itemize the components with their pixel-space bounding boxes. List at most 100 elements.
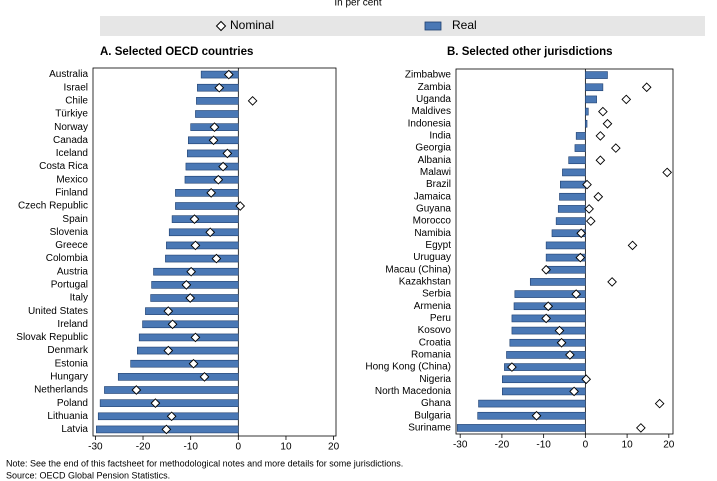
panel-title: A. Selected OECD countries [100, 46, 253, 58]
bar [145, 307, 239, 315]
bar [562, 168, 586, 177]
nominal-marker [543, 301, 554, 312]
nominal-marker [181, 280, 192, 290]
y-tick-label: Jamaica [414, 191, 452, 202]
nominal-marker [602, 118, 613, 129]
nominal-marker [621, 94, 632, 105]
y-tick-label: Latvia [61, 424, 88, 435]
nominal-marker [627, 240, 638, 251]
nominal-marker [585, 216, 596, 226]
nominal-marker [571, 289, 582, 299]
nominal-marker [662, 167, 672, 178]
y-tick-label: Bulgaria [414, 410, 451, 421]
legend-marker [215, 20, 227, 32]
bar [130, 359, 239, 368]
nominal-marker [150, 398, 161, 408]
nominal-marker [641, 82, 652, 93]
nominal-marker [576, 228, 587, 239]
nominal-marker [610, 143, 621, 153]
nominal-marker [556, 337, 567, 348]
x-tick-label: -10 [536, 440, 551, 451]
y-tick-label: Australia [49, 69, 88, 80]
nominal-marker [584, 204, 594, 214]
y-tick-label: Iceland [56, 148, 88, 159]
nominal-marker [582, 179, 592, 190]
y-tick-label: Norway [54, 122, 88, 133]
bar [502, 375, 586, 384]
y-tick-label: Peru [430, 313, 451, 324]
bar [117, 373, 239, 381]
y-tick-label: Austria [57, 266, 89, 277]
y-tick-label: Macau (China) [385, 264, 451, 275]
y-tick-label: Brazil [426, 179, 451, 190]
bar [187, 149, 239, 158]
x-tick-label: 10 [280, 442, 292, 453]
nominal-marker [531, 410, 542, 421]
bar [585, 83, 604, 92]
nominal-marker [131, 385, 142, 395]
legend-marker [424, 21, 442, 31]
y-tick-label: Morocco [413, 216, 452, 227]
bar [575, 132, 586, 140]
y-tick-label: Uruguay [413, 252, 451, 263]
bar [585, 95, 597, 104]
legend-label: Nominal [230, 18, 274, 32]
bar [509, 338, 586, 347]
source: Source: OECD Global Pension Statistics. [6, 470, 170, 480]
nominal-marker [185, 293, 196, 303]
bar [137, 346, 239, 355]
bar [545, 241, 586, 250]
bar [138, 333, 239, 342]
y-tick-label: Israel [64, 82, 88, 93]
nominal-marker [161, 424, 172, 435]
nominal-marker [636, 423, 646, 433]
y-tick-label: Greece [55, 240, 88, 251]
y-tick-label: Hong Kong (China) [365, 362, 451, 373]
y-tick-label: Canada [53, 135, 88, 146]
nominal-marker [209, 122, 220, 132]
bar [514, 290, 586, 298]
nominal-marker [163, 345, 174, 356]
nominal-marker [598, 106, 608, 117]
bar [200, 70, 239, 79]
nominal-marker [654, 398, 665, 409]
bar [165, 254, 239, 263]
y-tick-label: Colombia [46, 253, 89, 264]
y-tick-label: Serbia [422, 289, 451, 300]
bar [171, 215, 239, 223]
bar [568, 156, 586, 165]
nominal-marker [166, 411, 177, 422]
nominal-marker [190, 240, 201, 251]
bar [104, 386, 239, 394]
nominal-marker [163, 306, 174, 316]
bar [168, 228, 239, 237]
nominal-marker [167, 319, 178, 330]
nominal-marker [235, 201, 246, 211]
note: Note: See the end of this factsheet for … [6, 458, 403, 468]
y-tick-label: India [429, 131, 451, 142]
nominal-marker [222, 148, 233, 159]
y-tick-label: Türkiye [55, 109, 88, 120]
x-tick-label: 20 [328, 442, 340, 453]
nominal-marker [607, 277, 617, 287]
bar [557, 205, 586, 213]
y-tick-label: Croatia [419, 337, 452, 348]
y-tick-label: Slovenia [50, 227, 89, 238]
y-tick-label: Romania [411, 350, 451, 361]
y-tick-label: Zimbabwe [405, 70, 452, 81]
x-tick-label: -20 [136, 442, 151, 453]
bar [574, 144, 586, 152]
nominal-marker [595, 155, 606, 166]
y-tick-label: Italy [70, 293, 88, 304]
y-tick-label: Costa Rica [39, 161, 88, 172]
bar [511, 326, 586, 335]
nominal-marker [541, 313, 551, 324]
y-tick-label: United States [28, 306, 88, 317]
x-tick-label: -30 [453, 440, 468, 451]
bar [151, 281, 239, 289]
y-tick-label: Ireland [57, 319, 88, 330]
nominal-marker [206, 188, 217, 198]
bar [142, 320, 239, 329]
nominal-marker [554, 325, 565, 336]
